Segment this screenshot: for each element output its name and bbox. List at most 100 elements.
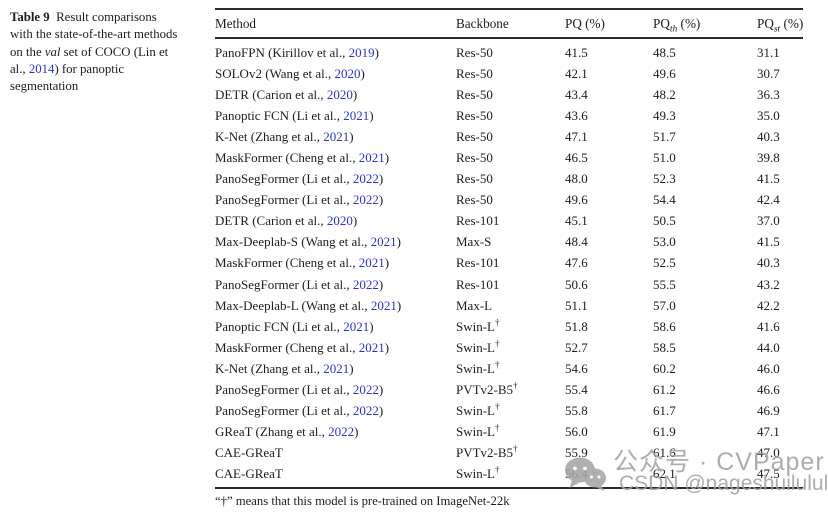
backbone-name: PVTv2-B5 <box>456 382 514 398</box>
method-name: PanoFPN (Kirillov et al., <box>215 44 349 60</box>
backbone-cell: Res-50 <box>456 171 565 187</box>
backbone-name: Swin-L <box>456 318 495 334</box>
method-name: MaskFormer (Cheng et al., <box>215 255 359 271</box>
caption-text: set of COCO (Lin et <box>60 44 169 59</box>
pq-cell: 41.5 <box>565 44 588 60</box>
citation-year-link[interactable]: 2021 <box>343 318 370 334</box>
table-row: PanoSegFormer (Li et al., 2022) PVTv2-B5… <box>215 380 803 401</box>
table-body: PanoFPN (Kirillov et al., 2019) Res-50 4… <box>215 39 803 487</box>
method-cell: Panoptic FCN (Li et al., 2021) <box>215 319 456 335</box>
table-caption: Table 9 Result comparisons with the stat… <box>10 9 210 95</box>
table-row: PanoSegFormer (Li et al., 2022) Res-50 4… <box>215 169 803 190</box>
citation-link-2014[interactable]: 2014 <box>28 61 55 76</box>
pq-th-cell: 48.2 <box>653 86 676 102</box>
caption-text: on the <box>10 44 45 59</box>
citation-year-link[interactable]: 2019 <box>348 44 375 60</box>
pq-th-cell: 53.0 <box>653 234 676 250</box>
method-cell: PanoSegFormer (Li et al., 2022) <box>215 403 456 419</box>
citation-year-link[interactable]: 2021 <box>358 150 385 166</box>
caption-line-5: segmentation <box>10 79 79 94</box>
citation-year-link[interactable]: 2021 <box>370 234 397 250</box>
citation-year-link[interactable]: 2021 <box>370 297 397 313</box>
backbone-name: PVTv2-B5 <box>456 445 514 461</box>
method-cell: K-Net (Zhang et al., 2021) <box>215 129 456 145</box>
pq-st-cell: 47.0 <box>757 445 780 461</box>
pq-th-cell: 61.2 <box>653 382 676 398</box>
pq-th-cell: 61.7 <box>653 403 676 419</box>
method-cell: DETR (Carion et al., 2020) <box>215 213 456 229</box>
citation-year-link[interactable]: 2022 <box>352 382 379 398</box>
citation-year-link[interactable]: 2021 <box>343 107 370 123</box>
pq-cell: 47.6 <box>565 255 588 271</box>
backbone-name: Swin-L <box>456 403 495 419</box>
dagger-marker: † <box>495 338 500 349</box>
header-pq-th: PQth (%) <box>653 15 757 34</box>
backbone-name: Res-101 <box>456 213 500 229</box>
method-suffix: ) <box>349 128 354 144</box>
header-pqth-base: PQ <box>653 15 670 31</box>
pq-th-cell: 57.0 <box>653 297 676 313</box>
citation-year-link[interactable]: 2021 <box>358 255 385 271</box>
citation-year-link[interactable]: 2021 <box>323 128 350 144</box>
backbone-name: Swin-L <box>456 466 495 482</box>
pq-th-cell: 55.5 <box>653 276 676 292</box>
table-top-rule <box>215 8 803 10</box>
pq-th-cell: 61.6 <box>653 445 676 461</box>
backbone-cell: PVTv2-B5† <box>456 445 565 461</box>
pq-cell: 56.4 <box>565 466 588 482</box>
citation-year-link[interactable]: 2020 <box>334 65 361 81</box>
method-suffix: ) <box>378 382 384 398</box>
method-cell: CAE-GReaT <box>215 466 456 482</box>
pq-th-cell: 58.6 <box>653 318 676 334</box>
method-cell: MaskFormer (Cheng et al., 2021) <box>215 340 456 356</box>
citation-year-link[interactable]: 2020 <box>326 86 353 102</box>
caption-text: Result comparisons <box>52 10 157 24</box>
citation-year-link[interactable]: 2021 <box>358 339 385 355</box>
table-header-row: Method Backbone PQ (%) PQth (%) PQst (%) <box>215 10 803 37</box>
method-name: MaskFormer (Cheng et al., <box>215 339 359 355</box>
header-method: Method <box>215 15 257 31</box>
header-backbone: Backbone <box>456 15 509 31</box>
table-row: PanoFPN (Kirillov et al., 2019) Res-50 4… <box>215 42 803 63</box>
citation-year-link[interactable]: 2022 <box>328 424 355 440</box>
method-name: DETR (Carion et al., <box>215 213 327 229</box>
caption-val-italic: val <box>44 44 61 59</box>
backbone-cell: Res-50 <box>456 87 565 103</box>
backbone-cell: Swin-L† <box>456 423 565 440</box>
table-row: MaskFormer (Cheng et al., 2021) Swin-L† … <box>215 337 803 358</box>
caption-text: ) for panoptic <box>54 61 125 76</box>
pq-th-cell: 60.2 <box>653 360 676 376</box>
method-suffix: ) <box>360 65 365 81</box>
citation-year-link[interactable]: 2021 <box>323 360 350 376</box>
citation-year-link[interactable]: 2022 <box>352 403 379 419</box>
pq-cell: 55.8 <box>565 403 588 419</box>
backbone-cell: PVTv2-B5† <box>456 381 565 398</box>
citation-year-link[interactable]: 2022 <box>352 171 379 187</box>
caption-line-2: with the state-of-the-art methods <box>10 27 178 42</box>
pq-cell: 43.6 <box>565 107 588 123</box>
pq-st-cell: 46.0 <box>757 360 780 376</box>
table-row: MaskFormer (Cheng et al., 2021) Res-101 … <box>215 253 803 274</box>
method-name: PanoSegFormer (Li et al., <box>215 382 353 398</box>
pq-st-cell: 41.6 <box>757 318 780 334</box>
header-pqst-sub: st <box>773 24 781 35</box>
header-pq-base: PQ <box>565 15 582 31</box>
method-suffix: ) <box>378 171 384 187</box>
pq-cell: 54.6 <box>565 360 588 376</box>
pq-st-cell: 43.2 <box>757 276 780 292</box>
method-suffix: ) <box>384 339 390 355</box>
citation-year-link[interactable]: 2022 <box>352 192 379 208</box>
pq-st-cell: 41.5 <box>757 171 780 187</box>
method-cell: K-Net (Zhang et al., 2021) <box>215 361 456 377</box>
backbone-name: Swin-L <box>456 339 495 355</box>
pq-cell: 43.4 <box>565 86 588 102</box>
backbone-name: Res-50 <box>456 107 493 123</box>
method-suffix: ) <box>354 424 359 440</box>
citation-year-link[interactable]: 2020 <box>326 213 353 229</box>
method-name: Max-Deeplab-S (Wang et al., <box>215 234 371 250</box>
pq-th-cell: 58.5 <box>653 339 676 355</box>
method-cell: CAE-GReaT <box>215 445 456 461</box>
method-suffix: ) <box>352 213 358 229</box>
citation-year-link[interactable]: 2022 <box>352 276 379 292</box>
backbone-cell: Swin-L† <box>456 318 565 335</box>
